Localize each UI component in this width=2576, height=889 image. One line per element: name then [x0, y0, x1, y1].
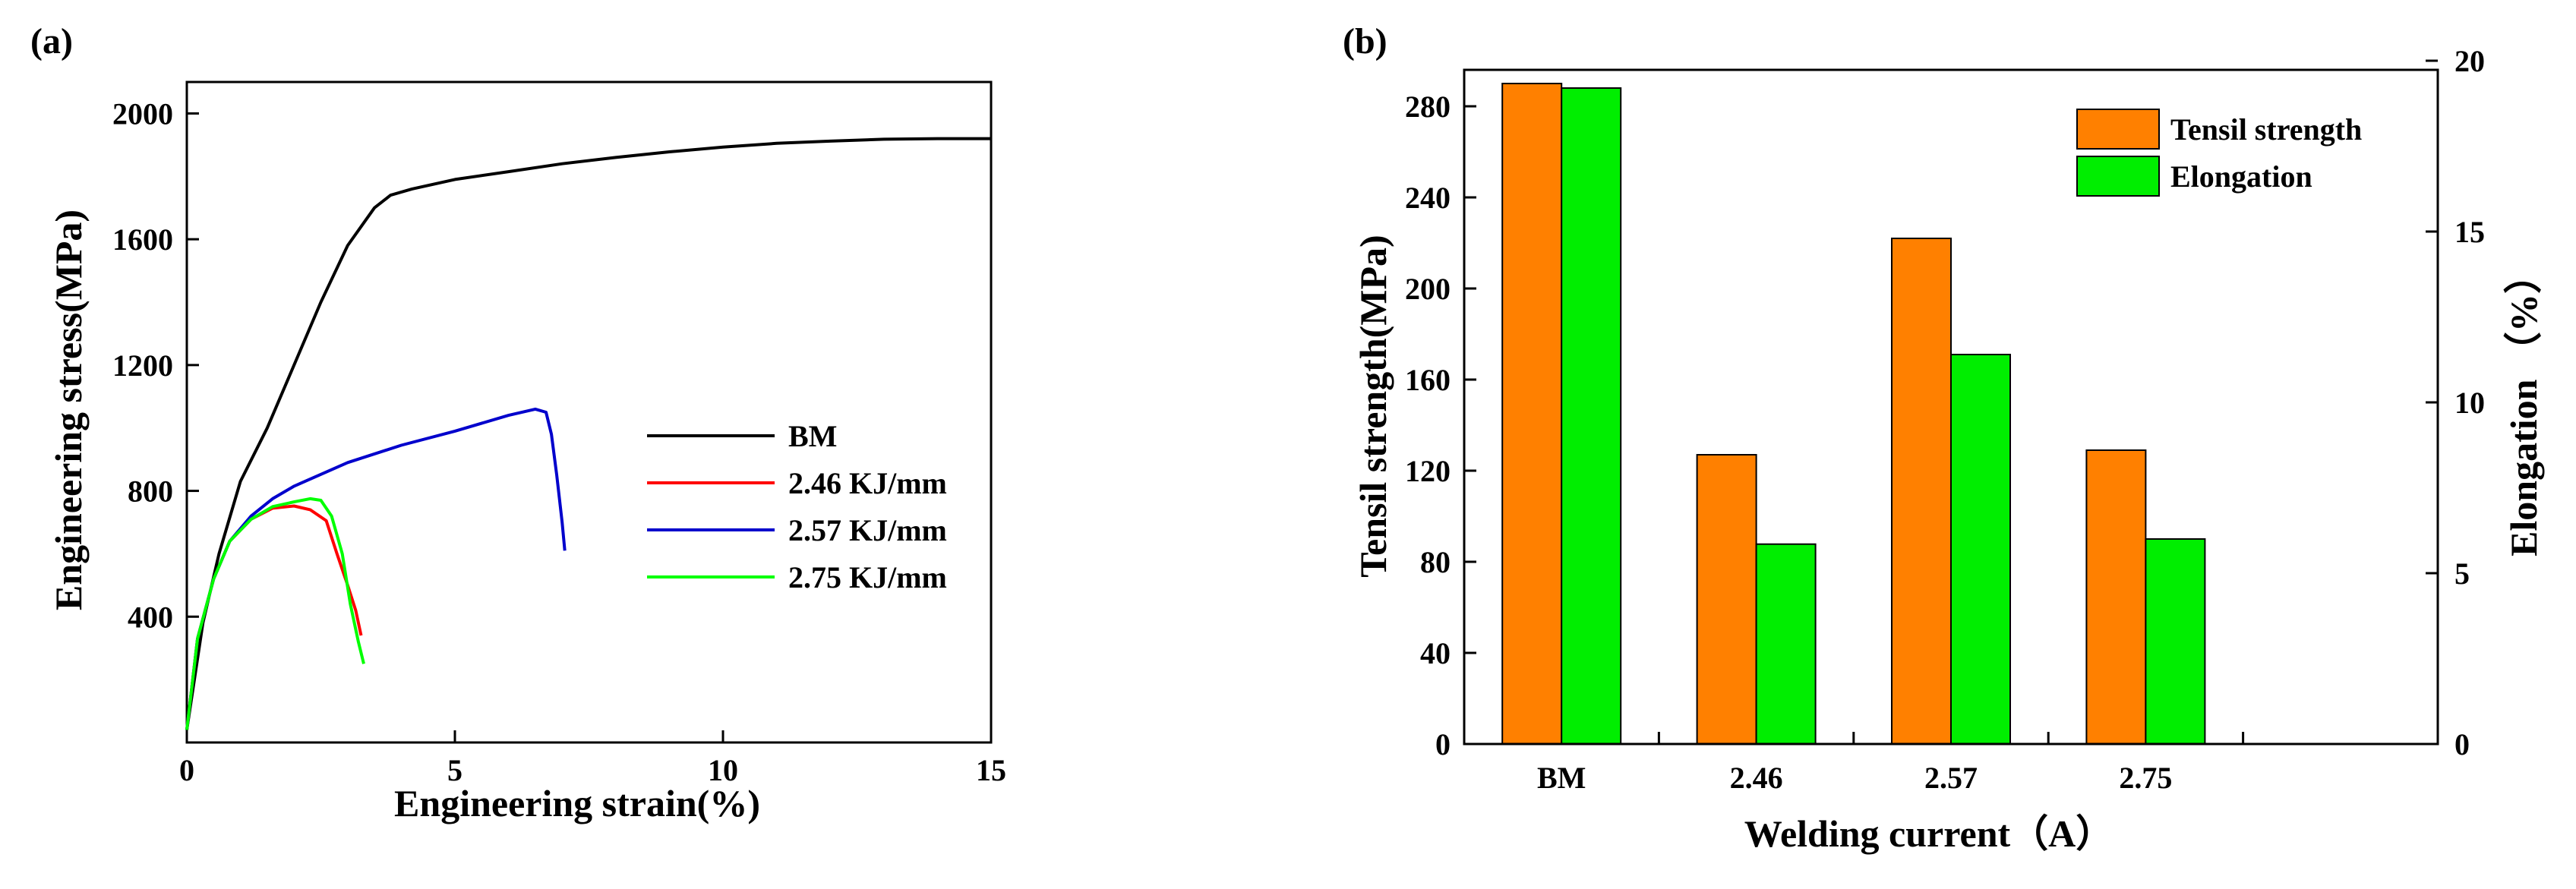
panel-b-plot-frame: [1463, 68, 2439, 746]
legend-label-3: 2.75 KJ/mm: [788, 560, 947, 594]
x-tick-label-1: 2.46: [1730, 761, 1783, 795]
panel-b-bars: [1501, 83, 2206, 745]
x-tick-label-1: 5: [447, 753, 462, 787]
panel-b-right-y-axis-label: Elongation （%）: [2502, 256, 2545, 556]
legend-swatch-1: [2076, 156, 2160, 197]
left-y-tick-label-6: 240: [1405, 181, 1451, 215]
panel-b-ticks: BM 2.46 2.57 2.75 0 40 80 120 160 200 240 280 0 5 10 15…: [1405, 44, 2485, 795]
left-y-tick-label-0: 0: [1435, 727, 1451, 761]
left-y-tick-label-5: 200: [1405, 272, 1451, 306]
legend-label-0: Tensil strength: [2170, 112, 2362, 147]
y-tick-label-0: 400: [128, 600, 173, 634]
y-tick-label-1: 800: [128, 474, 173, 509]
bar-elongation-3: [2145, 537, 2206, 745]
panel-a-ticks: 0 5 10 15 400 800 1200 1600 2000: [112, 96, 1006, 787]
panel-a-line-chart: (a) 0 5 10 15 400 800 1200 1600 2000 Engineering…: [30, 21, 1006, 824]
series-line-3: [185, 497, 365, 730]
panel-b-legend: Tensil strength Elongation: [2076, 109, 2362, 197]
legend-label-2: 2.57 KJ/mm: [788, 513, 947, 547]
panel-a-legend: BM 2.46 KJ/mm 2.57 KJ/mm 2.75 KJ/mm: [647, 419, 947, 594]
x-tick-label-0: BM: [1537, 761, 1586, 795]
right-y-tick-label-3: 15: [2454, 215, 2485, 249]
left-y-tick-label-4: 160: [1405, 363, 1451, 397]
panel-a-series-lines: [185, 137, 991, 730]
bar-tensil-strength-0: [1501, 83, 1563, 745]
right-y-tick-label-2: 10: [2454, 386, 2485, 420]
x-tick-label-2: 2.57: [1924, 761, 1978, 795]
panel-a-x-axis-label: Engineering strain(%): [394, 782, 760, 824]
x-tick-label-3: 2.75: [2119, 761, 2172, 795]
bar-elongation-1: [1755, 543, 1817, 745]
x-tick-label-0: 0: [179, 753, 194, 787]
panel-a-plot-area: [185, 80, 993, 744]
legend-swatch-0: [2076, 109, 2160, 150]
y-tick-label-2: 1200: [112, 348, 173, 383]
y-tick-label-4: 2000: [112, 96, 173, 131]
x-tick-label-2: 10: [708, 753, 738, 787]
panel-a-y-axis-label: Engineering stress(MPa): [47, 210, 90, 610]
bar-tensil-strength-3: [2085, 449, 2147, 745]
bar-tensil-strength-1: [1696, 454, 1757, 745]
series-line-2: [185, 407, 567, 730]
legend-label-1: Elongation: [2170, 159, 2312, 194]
x-tick-label-3: 15: [976, 753, 1006, 787]
legend-label-0: BM: [788, 419, 837, 453]
panel-b-x-axis-label: Welding current（A）: [1744, 812, 2114, 855]
series-line-0: [185, 137, 991, 730]
bar-elongation-2: [1950, 353, 2011, 745]
bar-elongation-0: [1561, 87, 1622, 745]
panel-b-plot-area: [1463, 68, 2439, 746]
panel-a-label: (a): [30, 21, 73, 61]
bar-tensil-strength-2: [1891, 238, 1952, 745]
series-line-1: [185, 504, 363, 730]
legend-label-1: 2.46 KJ/mm: [788, 466, 947, 500]
right-y-tick-label-0: 0: [2454, 727, 2470, 761]
left-y-tick-label-1: 40: [1420, 636, 1451, 670]
panel-b-label: (b): [1343, 21, 1387, 61]
right-y-tick-label-1: 5: [2454, 556, 2470, 591]
panel-b-left-y-axis-label: Tensil strength(MPa): [1352, 235, 1394, 577]
y-tick-label-3: 1600: [112, 222, 173, 257]
right-y-tick-label-4: 20: [2454, 44, 2485, 78]
left-y-tick-label-2: 80: [1420, 545, 1451, 579]
panel-b-bar-chart: (b) BM 2.46 2.57 2.75 0 40 80 120 160 200 240 280 0 5…: [1343, 21, 2545, 855]
left-y-tick-label-3: 120: [1405, 454, 1451, 488]
panel-a-plot-frame: [185, 80, 993, 744]
left-y-tick-label-7: 280: [1405, 90, 1451, 124]
